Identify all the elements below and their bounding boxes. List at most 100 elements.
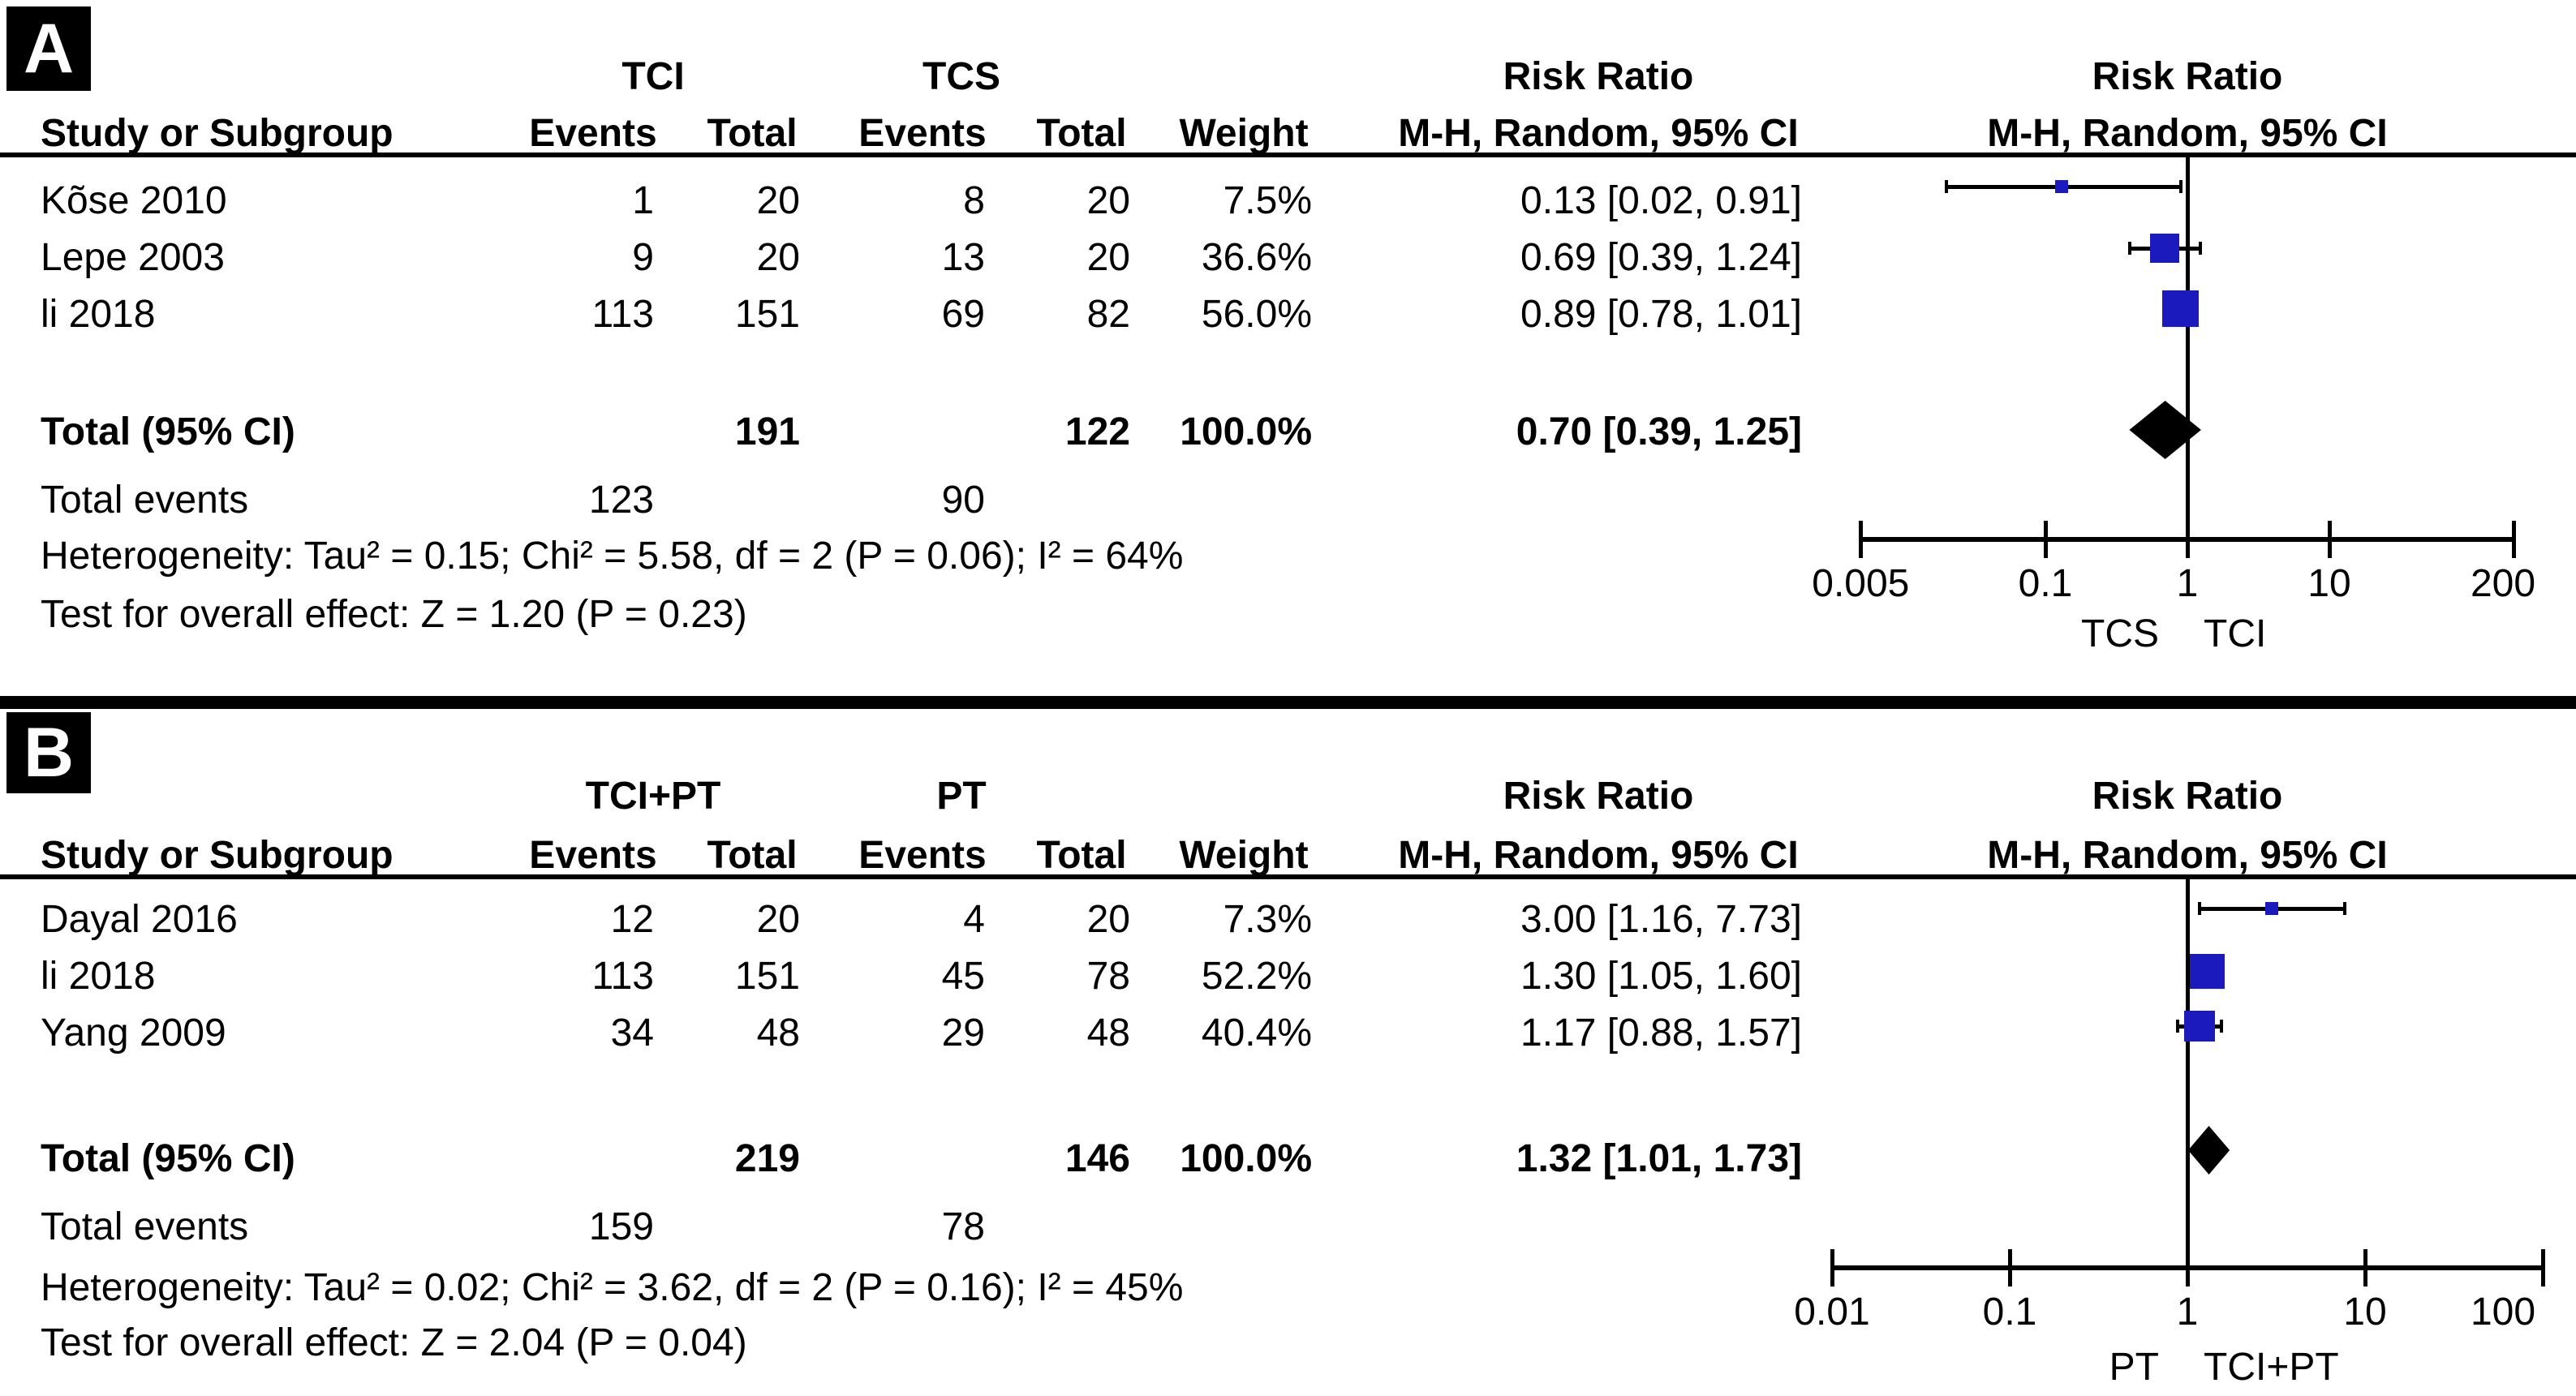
ci-cap-left <box>2197 902 2201 915</box>
x-axis-tick-label: 200 <box>2470 562 2536 605</box>
group1-header: TCI <box>621 55 685 98</box>
panel-a-label: A <box>6 6 91 91</box>
ci-cap-right <box>2179 180 2183 193</box>
x-axis-tick-label: 10 <box>2343 1291 2387 1334</box>
x-axis-tick-label: 100 <box>2470 1291 2536 1334</box>
overall-effect-text: Test for overall effect: Z = 2.04 (P = 0… <box>41 1321 747 1364</box>
x-axis-tick-label: 0.1 <box>2018 562 2073 605</box>
study-weight-square <box>2190 953 2226 989</box>
weight-value: 36.6% <box>1201 236 1312 279</box>
rr-ci-value: 0.89 [0.78, 1.01] <box>1520 293 1802 336</box>
no-effect-line <box>2185 157 2190 539</box>
mh-ci-plot-header: M-H, Random, 95% CI <box>1987 112 2388 155</box>
x-axis-tick <box>2327 521 2332 558</box>
risk-ratio-header: Risk Ratio <box>1503 775 1694 818</box>
total1-value: 20 <box>756 179 800 222</box>
total2-value: 20 <box>1086 236 1130 279</box>
x-axis-tick-label: 0.01 <box>1794 1291 1870 1334</box>
favours-right-label: TCI+PT <box>2204 1346 2339 1389</box>
x-axis-tick <box>2540 1249 2545 1286</box>
rr-ci-value: 0.69 [0.39, 1.24] <box>1520 236 1802 279</box>
study-weight-square <box>2149 234 2179 263</box>
rr-ci-value: 0.13 [0.02, 0.91] <box>1520 179 1802 222</box>
events1-value: 1 <box>632 179 654 222</box>
events2-value: 29 <box>941 1012 985 1055</box>
ci-cap-left <box>1945 180 1949 193</box>
header-underline <box>0 152 2576 157</box>
group2-header: PT <box>936 775 987 818</box>
ci-cap-left <box>2127 242 2131 255</box>
total1-value: 151 <box>734 293 800 336</box>
events1-value: 113 <box>591 293 654 336</box>
risk-ratio-header: Risk Ratio <box>1503 55 1694 98</box>
weight-header: Weight <box>1179 112 1309 155</box>
total1-header: Total <box>707 112 798 155</box>
overall-effect-text: Test for overall effect: Z = 1.20 (P = 0… <box>41 593 747 636</box>
total2-value: 48 <box>1086 1012 1130 1055</box>
x-axis-tick-label: 0.1 <box>1982 1291 2037 1334</box>
weight-value: 7.5% <box>1223 179 1312 222</box>
x-axis-tick <box>1830 1249 1834 1286</box>
study-name: li 2018 <box>41 293 156 336</box>
x-axis-tick <box>2185 1249 2190 1286</box>
total-diamond <box>2187 1126 2230 1175</box>
events1-header: Events <box>529 112 657 155</box>
total-events2: 90 <box>941 479 985 522</box>
events1-value: 9 <box>632 236 654 279</box>
total-rr-ci: 0.70 [0.39, 1.25] <box>1516 410 1802 453</box>
study-name: Yang 2009 <box>41 1012 226 1055</box>
weight-header: Weight <box>1179 834 1309 877</box>
x-axis-tick <box>2007 1249 2012 1286</box>
total-diamond <box>2129 401 2201 459</box>
mh-ci-header: M-H, Random, 95% CI <box>1398 112 1799 155</box>
x-axis-tick-label: 10 <box>2307 562 2351 605</box>
group2-header: TCS <box>922 55 1000 98</box>
x-axis-tick <box>2512 521 2517 558</box>
ci-cap-right <box>2220 1020 2224 1033</box>
x-axis-tick <box>2043 521 2048 558</box>
total1-sum: 219 <box>734 1137 800 1180</box>
study-col-header: Study or Subgroup <box>41 834 393 877</box>
study-name: li 2018 <box>41 955 156 998</box>
heterogeneity-text: Heterogeneity: Tau² = 0.02; Chi² = 3.62,… <box>41 1266 1184 1309</box>
ci-cap-right <box>2198 242 2202 255</box>
study-weight-square <box>2265 902 2279 915</box>
x-axis-tick-label: 1 <box>2176 562 2199 605</box>
events1-value: 12 <box>610 898 654 941</box>
rr-ci-value: 1.30 [1.05, 1.60] <box>1520 955 1802 998</box>
risk-ratio-plot-header: Risk Ratio <box>2092 775 2283 818</box>
events1-value: 34 <box>610 1012 654 1055</box>
x-axis-tick-label: 1 <box>2176 1291 2199 1334</box>
total2-value: 20 <box>1086 898 1130 941</box>
events2-value: 4 <box>963 898 985 941</box>
total2-header: Total <box>1036 834 1127 877</box>
total2-value: 78 <box>1086 955 1130 998</box>
favours-left-label: PT <box>2109 1346 2159 1389</box>
total2-sum: 146 <box>1064 1137 1130 1180</box>
weight-sum: 100.0% <box>1180 410 1312 453</box>
group1-header: TCI+PT <box>585 775 721 818</box>
events1-header: Events <box>529 834 657 877</box>
study-weight-square <box>2183 1011 2215 1042</box>
total-row-label: Total (95% CI) <box>41 410 295 453</box>
mh-ci-header: M-H, Random, 95% CI <box>1398 834 1799 877</box>
events2-value: 45 <box>941 955 985 998</box>
events2-header: Events <box>858 112 987 155</box>
total-events1: 159 <box>588 1205 654 1248</box>
events2-header: Events <box>858 834 987 877</box>
x-axis-tick <box>2185 521 2190 558</box>
events2-value: 13 <box>941 236 985 279</box>
rr-ci-value: 3.00 [1.16, 7.73] <box>1520 898 1802 941</box>
weight-sum: 100.0% <box>1180 1137 1312 1180</box>
total1-value: 20 <box>756 898 800 941</box>
total-rr-ci: 1.32 [1.01, 1.73] <box>1516 1137 1802 1180</box>
total1-sum: 191 <box>734 410 800 453</box>
favours-right-label: TCI <box>2204 612 2267 655</box>
total2-header: Total <box>1036 112 1127 155</box>
weight-value: 52.2% <box>1201 955 1312 998</box>
events1-value: 113 <box>591 955 654 998</box>
ci-cap-left <box>2176 1020 2180 1033</box>
study-weight-square <box>2054 180 2068 193</box>
total-row-label: Total (95% CI) <box>41 1137 295 1180</box>
